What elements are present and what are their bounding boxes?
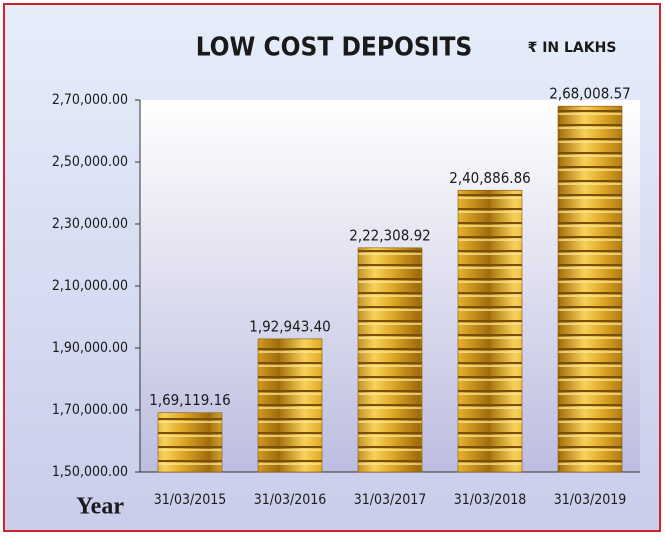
x-tick-label: 31/03/2015 [154,492,227,508]
y-tick-label: 2,10,000.00 [52,278,128,294]
chart-title: LOW COST DEPOSITS [196,33,473,63]
y-tick-label: 1,50,000.00 [52,464,128,480]
value-label: 2,68,008.57 [549,85,631,103]
value-label: 1,69,119.16 [149,391,231,409]
y-tick-label: 2,30,000.00 [52,216,128,232]
x-axis-label: Year [76,494,124,520]
page: LOW COST DEPOSITS ₹ IN LAKHS Year 1,50,0… [0,0,665,539]
bar [258,339,322,472]
x-tick-label: 31/03/2017 [354,492,427,508]
y-tick-label: 2,50,000.00 [52,154,128,170]
chart-subtitle: ₹ IN LAKHS [528,40,617,56]
value-label: 1,92,943.40 [249,317,331,335]
x-tick-label: 31/03/2019 [554,492,627,508]
bar [458,190,522,472]
bar [358,248,422,472]
value-label: 2,22,308.92 [349,226,431,244]
y-tick-label: 1,70,000.00 [52,402,128,418]
x-tick-label: 31/03/2016 [254,492,327,508]
chart: LOW COST DEPOSITS ₹ IN LAKHS Year 1,50,0… [0,0,665,539]
value-label: 2,40,886.86 [449,169,531,187]
x-tick-label: 31/03/2018 [454,492,527,508]
bar [558,106,622,472]
y-tick-label: 2,70,000.00 [52,92,128,108]
y-tick-label: 1,90,000.00 [52,340,128,356]
bar [158,413,222,472]
